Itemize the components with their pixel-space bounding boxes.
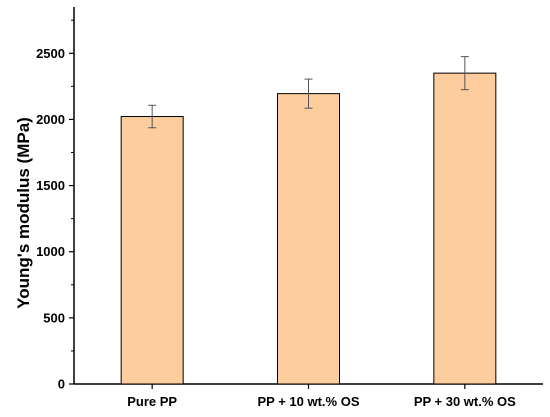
y-axis-title: Young's modulus (MPa) (14, 117, 33, 309)
y-tick-label-4: 2000 (36, 112, 65, 127)
bar-0 (120, 116, 184, 385)
y-tick-label-3: 1500 (36, 178, 65, 193)
bar-1 (277, 93, 340, 385)
x-tick-label-0: Pure PP (127, 394, 177, 409)
x-tick-label-1: PP + 10 wt.% OS (257, 394, 359, 409)
bar-2 (433, 72, 497, 385)
y-tick-label-1: 500 (43, 310, 65, 325)
y-tick-label-0: 0 (58, 377, 65, 392)
y-tick-label-2: 1000 (36, 244, 65, 259)
x-tick-label-2: PP + 30 wt.% OS (414, 394, 516, 409)
y-tick-label-5: 2500 (36, 46, 65, 61)
plot-area: 0 500 1000 1500 2000 2500 Pure PP PP + 10 wt.% … (36, 7, 543, 409)
